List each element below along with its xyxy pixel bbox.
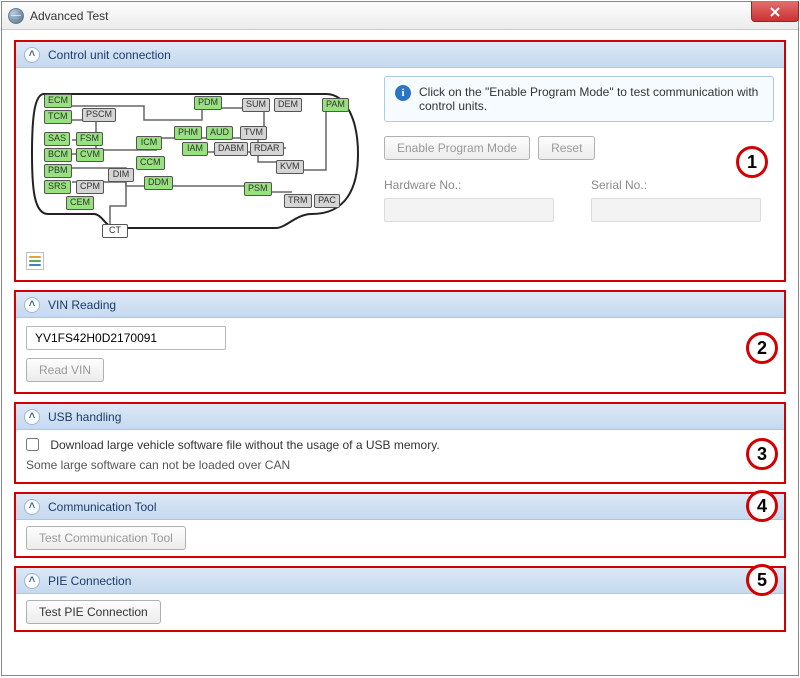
panel-title: Control unit connection bbox=[48, 48, 171, 62]
ecu-pac: PAC bbox=[314, 194, 340, 208]
ecu-network-diagram: ECM TCM SAS FSM BCM CVM PBM SRS CEM ICM … bbox=[26, 76, 366, 246]
ecu-pam: PAM bbox=[322, 98, 349, 112]
panel-title: USB handling bbox=[48, 410, 121, 424]
annotation-2: 2 bbox=[746, 332, 778, 364]
legend-icon[interactable] bbox=[26, 252, 44, 270]
ecu-kvm: KVM bbox=[276, 160, 304, 174]
read-vin-button[interactable]: Read VIN bbox=[26, 358, 104, 382]
enable-program-mode-button[interactable]: Enable Program Mode bbox=[384, 136, 530, 160]
titlebar: Advanced Test bbox=[2, 2, 798, 30]
ecu-ccm: CCM bbox=[136, 156, 165, 170]
test-communication-tool-button[interactable]: Test Communication Tool bbox=[26, 526, 186, 550]
annotation-1: 1 bbox=[736, 146, 768, 178]
usb-checkbox-row[interactable]: Download large vehicle software file wit… bbox=[26, 438, 440, 452]
ecu-aud: AUD bbox=[206, 126, 233, 140]
ecu-bcm: BCM bbox=[44, 148, 72, 162]
usb-checkbox-label: Download large vehicle software file wit… bbox=[50, 438, 439, 452]
ecu-pbm: PBM bbox=[44, 164, 72, 178]
ecu-ddm: DDM bbox=[144, 176, 173, 190]
usb-download-checkbox[interactable] bbox=[26, 438, 39, 451]
ecu-cpm: CPM bbox=[76, 180, 104, 194]
annotation-4: 4 bbox=[746, 490, 778, 522]
ecu-tvm: TVM bbox=[240, 126, 267, 140]
ecu-dem: DEM bbox=[274, 98, 302, 112]
ecu-fsm: FSM bbox=[76, 132, 103, 146]
app-window: Advanced Test ˄ Control unit connection bbox=[1, 1, 799, 676]
window-title: Advanced Test bbox=[30, 9, 109, 23]
panel-vin: ˄ VIN Reading Read VIN 2 bbox=[14, 290, 786, 394]
chevron-up-icon: ˄ bbox=[24, 47, 40, 63]
chevron-up-icon: ˄ bbox=[24, 409, 40, 425]
panel-control-unit: ˄ Control unit connection bbox=[14, 40, 786, 282]
annotation-3: 3 bbox=[746, 438, 778, 470]
content-area: ˄ Control unit connection bbox=[2, 30, 798, 675]
chevron-up-icon: ˄ bbox=[24, 297, 40, 313]
ecu-tcm: TCM bbox=[44, 110, 72, 124]
ecu-sas: SAS bbox=[44, 132, 70, 146]
ecu-psm: PSM bbox=[244, 182, 272, 196]
ecu-dim: DIM bbox=[108, 168, 134, 182]
info-box: i Click on the "Enable Program Mode" to … bbox=[384, 76, 774, 122]
close-button[interactable] bbox=[751, 1, 799, 22]
ecu-sum: SUM bbox=[242, 98, 270, 112]
chevron-up-icon: ˄ bbox=[24, 499, 40, 515]
panel-usb: ˄ USB handling Download large vehicle so… bbox=[14, 402, 786, 484]
ecu-dabm: DABM bbox=[214, 142, 248, 156]
ecu-srs: SRS bbox=[44, 180, 71, 194]
panel-header-commtool[interactable]: ˄ Communication Tool 4 bbox=[16, 494, 784, 520]
info-text: Click on the "Enable Program Mode" to te… bbox=[419, 85, 763, 113]
ecu-ct: CT bbox=[102, 224, 128, 238]
panel-title: Communication Tool bbox=[48, 500, 157, 514]
app-icon bbox=[8, 8, 24, 24]
panel-title: VIN Reading bbox=[48, 298, 116, 312]
panel-header-vin[interactable]: ˄ VIN Reading bbox=[16, 292, 784, 318]
ecu-trm: TRM bbox=[284, 194, 312, 208]
ecu-ecm: ECM bbox=[44, 94, 72, 108]
ecu-pscm: PSCM bbox=[82, 108, 116, 122]
ecu-icm: ICM bbox=[136, 136, 162, 150]
panel-commtool: ˄ Communication Tool 4 Test Communicatio… bbox=[14, 492, 786, 558]
ecu-pdm: PDM bbox=[194, 96, 222, 110]
ecu-phm: PHM bbox=[174, 126, 202, 140]
ecu-cem: CEM bbox=[66, 196, 94, 210]
panel-header-usb[interactable]: ˄ USB handling bbox=[16, 404, 784, 430]
serial-no-label: Serial No.: bbox=[591, 178, 774, 192]
reset-button[interactable]: Reset bbox=[538, 136, 595, 160]
serial-no-field bbox=[591, 198, 761, 222]
ecu-iam: IAM bbox=[182, 142, 208, 156]
hardware-no-label: Hardware No.: bbox=[384, 178, 567, 192]
panel-pie: ˄ PIE Connection 5 Test PIE Connection bbox=[14, 566, 786, 632]
ecu-rdar: RDAR bbox=[250, 142, 284, 156]
panel-header-control-unit[interactable]: ˄ Control unit connection bbox=[16, 42, 784, 68]
ecu-cvm: CVM bbox=[76, 148, 104, 162]
usb-note: Some large software can not be loaded ov… bbox=[26, 458, 774, 472]
panel-header-pie[interactable]: ˄ PIE Connection 5 bbox=[16, 568, 784, 594]
test-pie-connection-button[interactable]: Test PIE Connection bbox=[26, 600, 161, 624]
vin-input[interactable] bbox=[26, 326, 226, 350]
hardware-no-field bbox=[384, 198, 554, 222]
panel-title: PIE Connection bbox=[48, 574, 131, 588]
chevron-up-icon: ˄ bbox=[24, 573, 40, 589]
annotation-5: 5 bbox=[746, 564, 778, 596]
info-icon: i bbox=[395, 85, 411, 101]
